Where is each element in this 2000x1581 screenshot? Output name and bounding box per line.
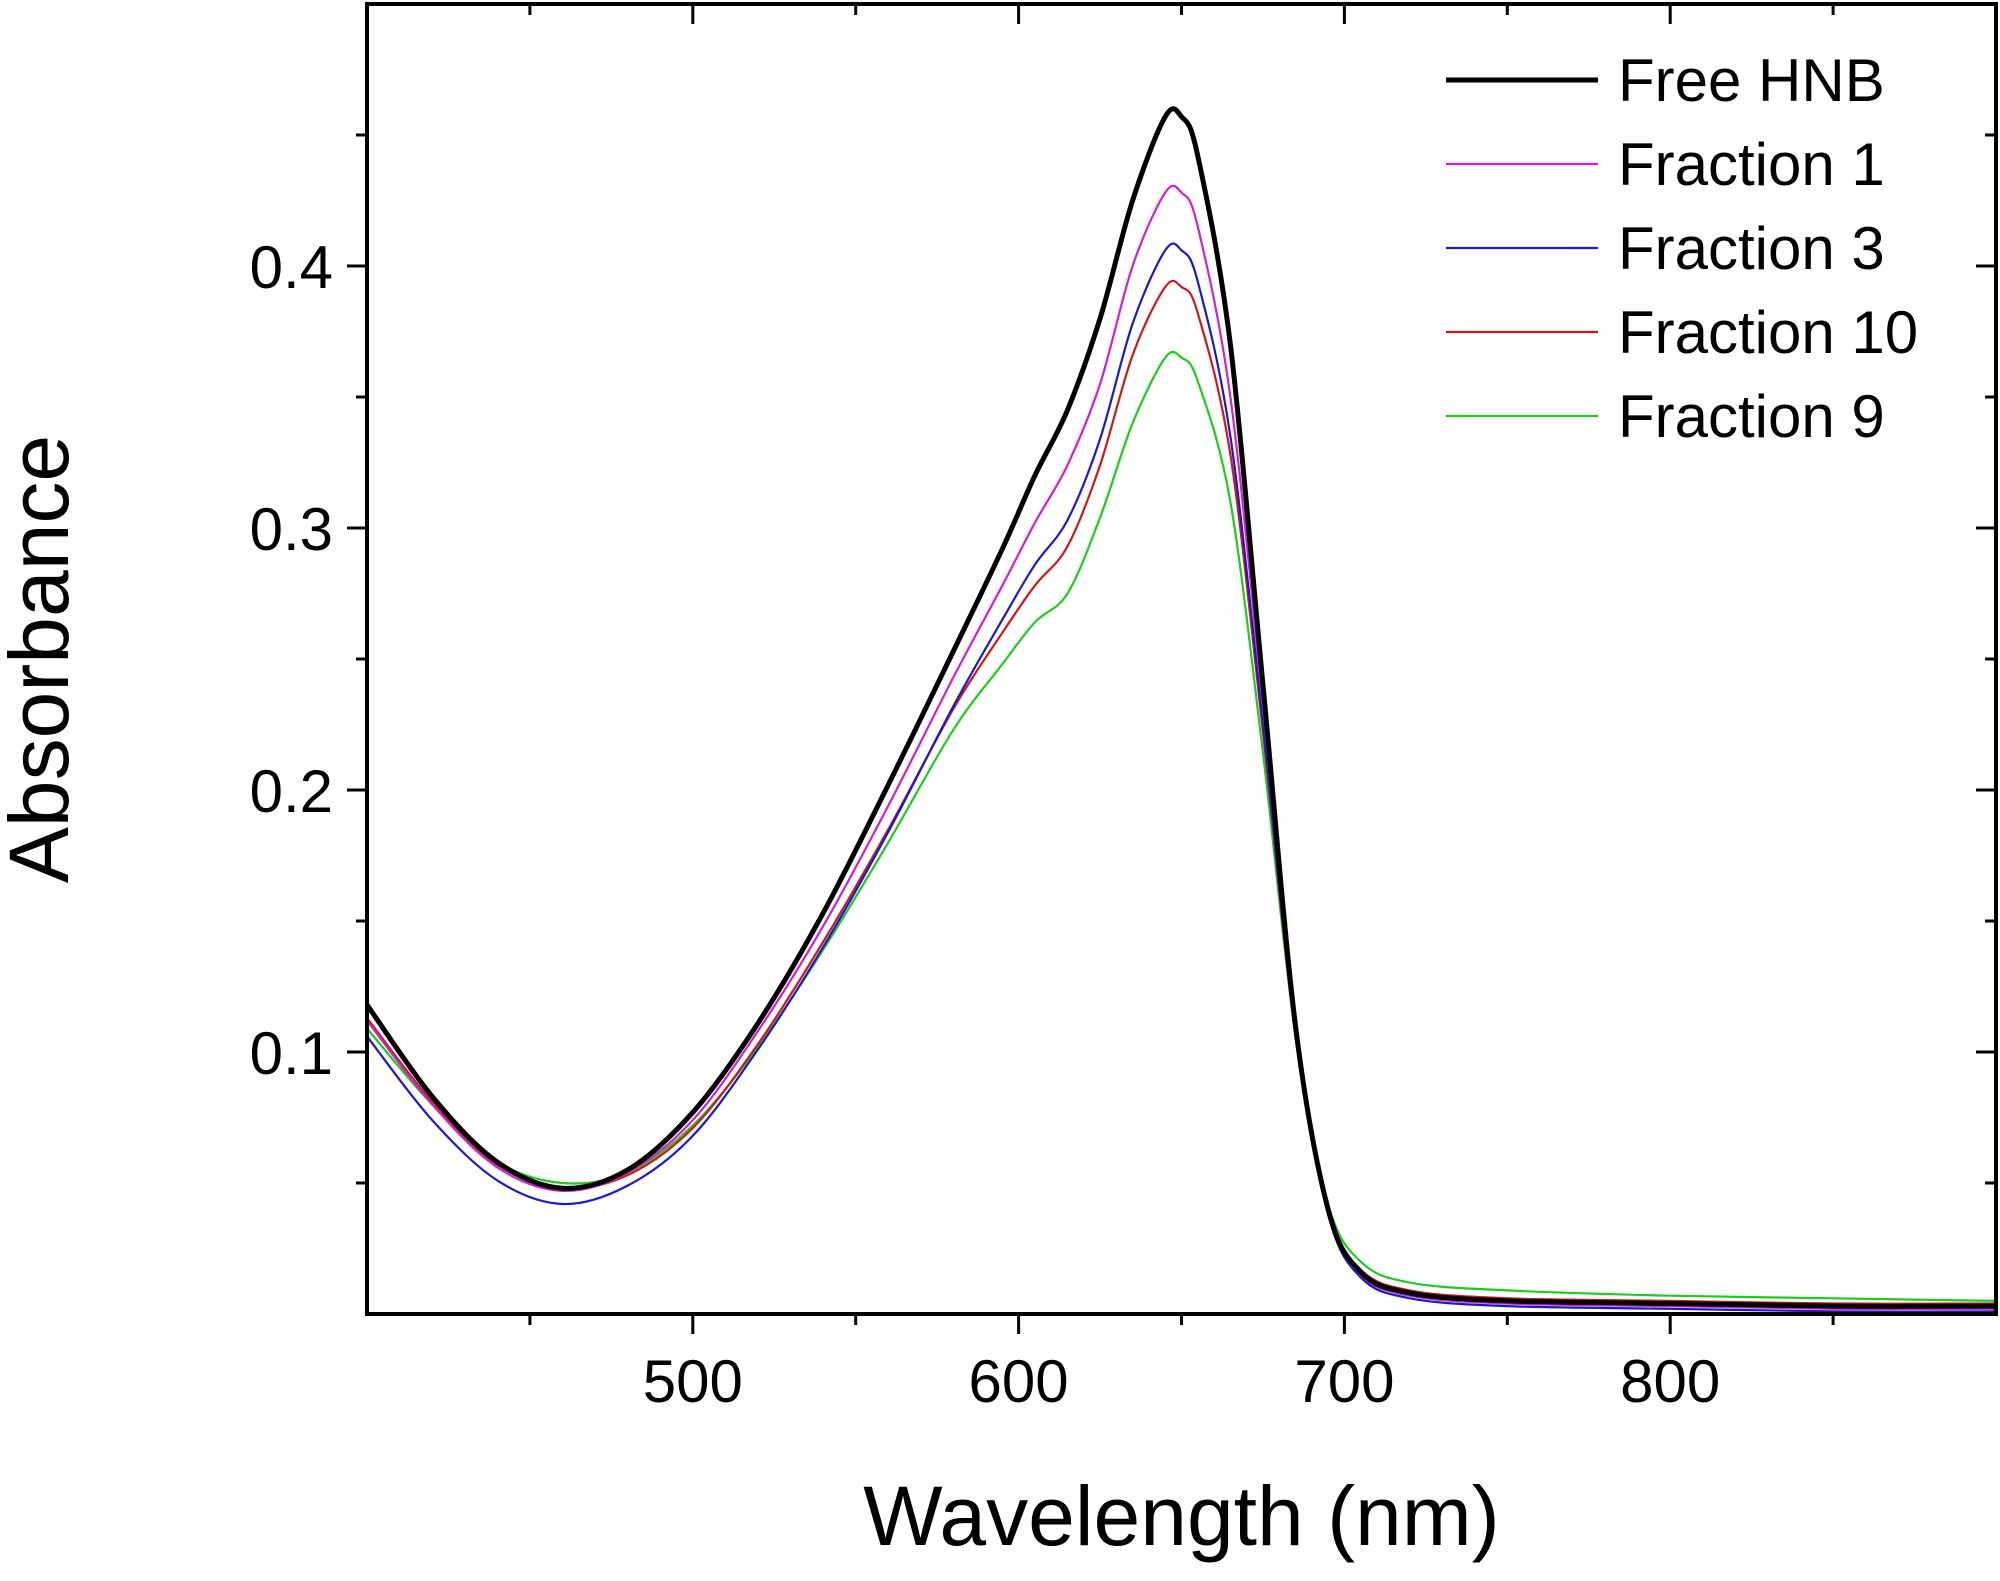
legend-label: Free HNB: [1618, 47, 1885, 114]
tick-labels-layer: 500 600 700 800 0.1 0.2 0.3 0.4: [250, 234, 1721, 1415]
legend: Free HNB Fraction 1 Fraction 3 Fraction 10 F…: [1446, 47, 1918, 450]
y-tick-label: 0.4: [250, 234, 333, 301]
series-line-fraction-9: [367, 350, 1996, 1302]
ticks-layer: [347, 4, 1996, 1334]
x-axis-title: Wavelength (nm): [863, 1469, 1499, 1563]
series-line-fraction-10: [367, 279, 1996, 1305]
series-line-fraction-3: [367, 242, 1996, 1313]
legend-label: Fraction 1: [1618, 131, 1885, 198]
y-axis-title: Absorbance: [0, 435, 86, 883]
series-layer: [367, 106, 1996, 1313]
legend-label: Fraction 10: [1618, 299, 1918, 366]
y-tick-label: 0.3: [250, 496, 333, 563]
series-line-free-hnb: [367, 106, 1996, 1309]
legend-label: Fraction 9: [1618, 383, 1885, 450]
x-tick-label: 600: [969, 1348, 1069, 1415]
x-tick-label: 700: [1294, 1348, 1394, 1415]
x-tick-label: 500: [643, 1348, 743, 1415]
y-tick-label: 0.2: [250, 758, 333, 825]
y-tick-label: 0.1: [250, 1020, 333, 1087]
x-tick-label: 800: [1620, 1348, 1720, 1415]
legend-label: Fraction 3: [1618, 215, 1885, 282]
series-line-fraction-1: [367, 184, 1996, 1311]
